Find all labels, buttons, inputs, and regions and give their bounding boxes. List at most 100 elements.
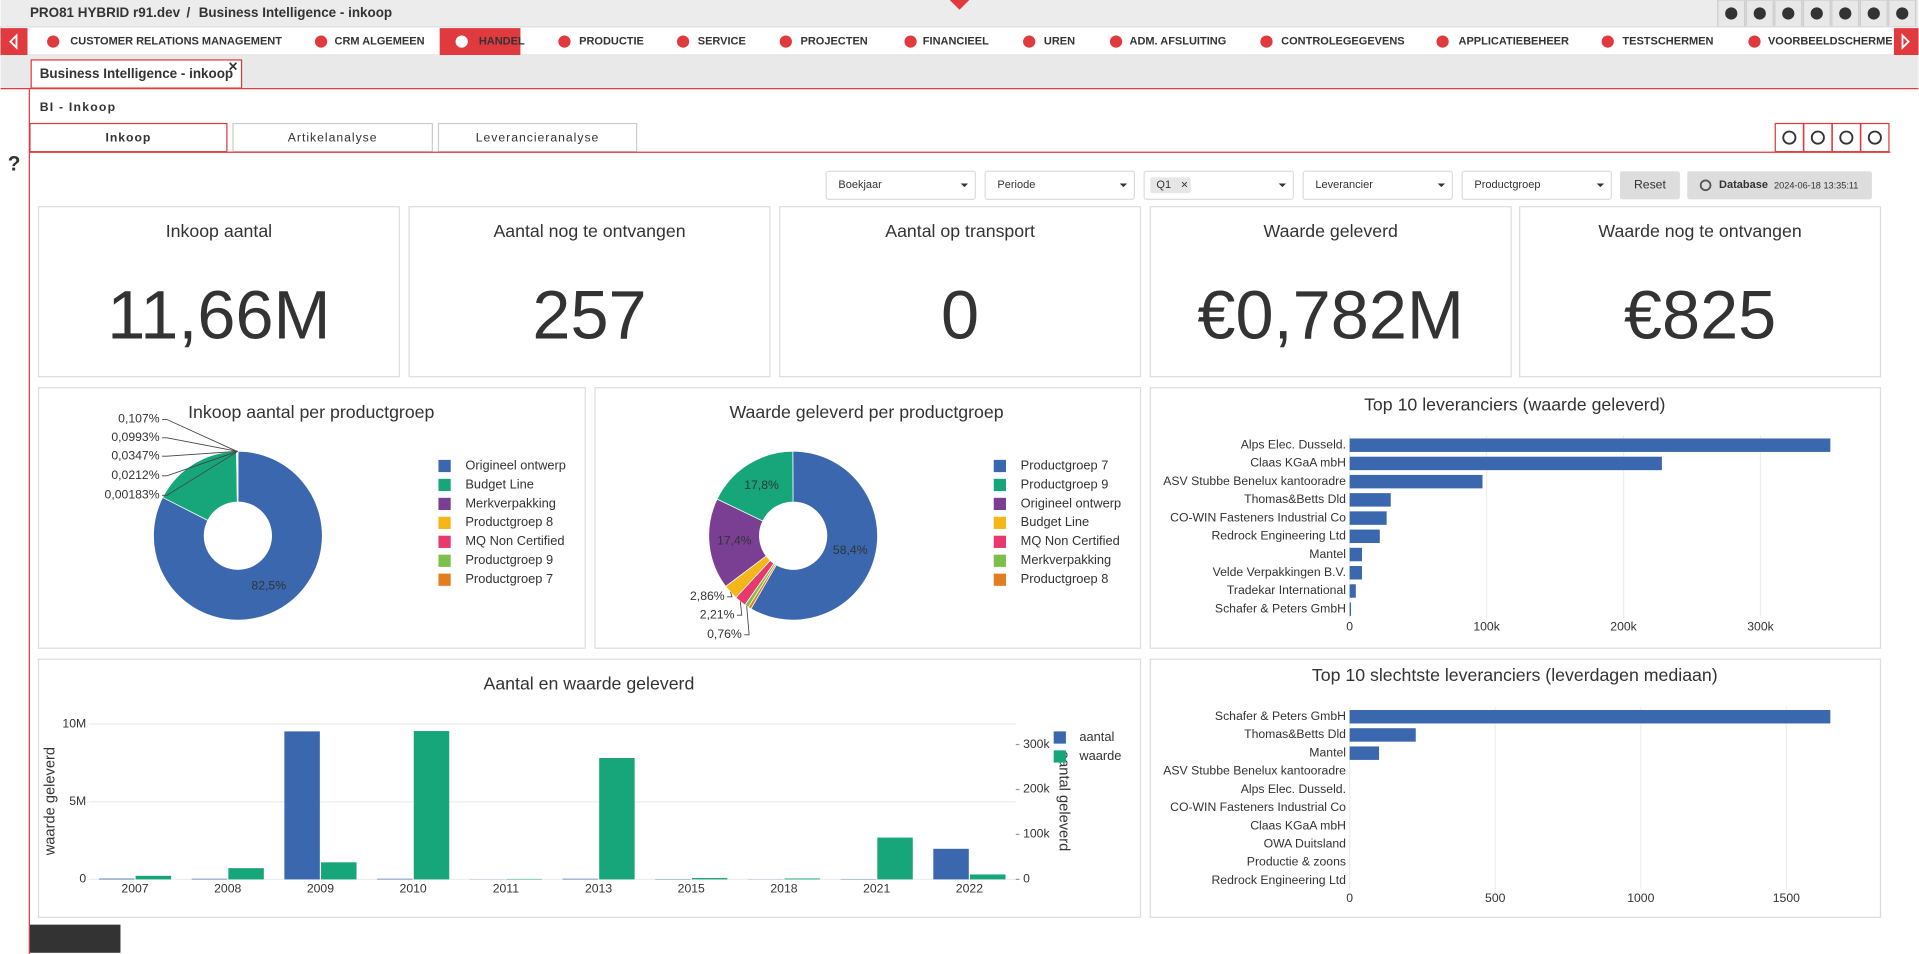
- reset-button[interactable]: [1619, 171, 1680, 200]
- nav-item[interactable]: PROJECTEN: [801, 35, 868, 47]
- pie-value-label: 2,86%: [690, 589, 725, 603]
- nav-item[interactable]: APPLICATIEBEHEER: [1459, 35, 1569, 47]
- y2-tick-label: 100k: [1023, 827, 1050, 841]
- panel-button-icon: [1839, 130, 1854, 145]
- filter-dropdown[interactable]: [984, 170, 1136, 200]
- dropdown-caret: [1278, 183, 1287, 188]
- kpi-value: 11,66M: [107, 277, 330, 354]
- chart-title: Inkoop aantal per productgroep: [188, 402, 434, 422]
- nav-next[interactable]: [1893, 28, 1919, 56]
- panel-button[interactable]: [1860, 122, 1890, 153]
- y-tick-label: 10M: [62, 716, 86, 730]
- x-tick-label: 2022: [956, 881, 983, 895]
- filter-chip-remove[interactable]: ×: [1181, 178, 1188, 192]
- chart-panel: [1149, 387, 1882, 649]
- nav-icon: [1436, 35, 1449, 48]
- nav-item[interactable]: SERVICE: [698, 35, 746, 47]
- bar: [562, 878, 598, 880]
- filter-chip-label: Q1: [1156, 179, 1171, 191]
- database-timestamp: 2024-06-18 13:35:11: [1774, 180, 1858, 190]
- bar: [784, 878, 821, 880]
- x-tick-label: 100k: [1473, 620, 1500, 634]
- leader-line: [727, 592, 733, 598]
- filter-dropdown[interactable]: [1302, 170, 1454, 200]
- x-tick-label: 2010: [400, 881, 427, 895]
- nav-item[interactable]: FINANCIEEL: [923, 35, 989, 47]
- nav-icon: [314, 35, 328, 48]
- toolbar-icon: [1867, 7, 1880, 20]
- legend-label: Budget Line: [1021, 514, 1089, 529]
- nav-item[interactable]: CUSTOMER RELATIONS MANAGEMENT: [70, 35, 282, 47]
- legend-label: Origineel ontwerp: [1021, 495, 1122, 510]
- subtab[interactable]: [437, 122, 638, 153]
- kpi-card: [37, 206, 400, 378]
- subtab-label: Inkoop: [105, 130, 151, 144]
- nav-prev-icon: [9, 33, 18, 50]
- bar: [1349, 529, 1380, 544]
- panel-button-icon: [1810, 130, 1825, 145]
- filter-placeholder: Leverancier: [1315, 179, 1373, 191]
- panel-button[interactable]: [1831, 122, 1862, 153]
- nav-item[interactable]: CONTROLEGEGEVENS: [1281, 35, 1404, 47]
- open-tab[interactable]: [30, 59, 243, 89]
- legend-swatch: [993, 459, 1006, 473]
- y-tick-label: Redrock Engineering Ltd: [1211, 529, 1346, 543]
- bar: [1349, 709, 1831, 724]
- nav-icon: [47, 35, 60, 48]
- pie-value-label: 0,00183%: [105, 488, 160, 502]
- y-tick-label: 0: [79, 872, 86, 886]
- nav-icon: [904, 35, 917, 48]
- nav-item[interactable]: HANDEL: [479, 35, 525, 47]
- x-tick-label: 1500: [1773, 891, 1800, 905]
- nav-item[interactable]: ADM. AFSLUITING: [1130, 35, 1227, 47]
- subtab[interactable]: [29, 122, 228, 153]
- kpi-value: €825: [1624, 277, 1776, 354]
- nav-item[interactable]: VOORBEELDSCHERME: [1768, 35, 1893, 47]
- pie-slice: [747, 563, 777, 610]
- panel-button[interactable]: [1774, 122, 1805, 153]
- nav-item[interactable]: PRODUCTIE: [579, 35, 644, 47]
- database-button[interactable]: [1687, 171, 1872, 200]
- filter-dropdown[interactable]: [825, 170, 977, 200]
- legend-swatch: [1053, 750, 1066, 763]
- legend-label: Merkverpakking: [1021, 552, 1112, 567]
- filter-placeholder: Periode: [997, 179, 1035, 191]
- panel-button-icon: [1782, 130, 1797, 145]
- y-tick-label: OWA Duitsland: [1264, 837, 1347, 851]
- y-tick-label: Claas KGaA mbH: [1250, 456, 1346, 470]
- x-tick-label: 2011: [493, 881, 519, 895]
- filter-dropdown[interactable]: [1461, 170, 1613, 200]
- legend-swatch: [993, 497, 1006, 511]
- y-tick-label: 5M: [69, 794, 86, 808]
- y-tick-label: Alps Elec. Dusseld.: [1241, 437, 1346, 451]
- y-tick-label: Tradekar International: [1227, 583, 1346, 597]
- chart-title: Top 10 leveranciers (waarde geleverd): [1364, 395, 1665, 415]
- x-tick-label: 2008: [214, 881, 241, 895]
- x-tick-label: 2021: [863, 881, 890, 895]
- legend-swatch: [438, 478, 451, 492]
- menu-indicator: [949, 0, 970, 10]
- bar: [1349, 474, 1483, 489]
- bar: [321, 862, 357, 880]
- y-tick-label: Claas KGaA mbH: [1250, 818, 1346, 832]
- panel-button[interactable]: [1803, 122, 1833, 153]
- kpi-title: Aantal nog te ontvangen: [493, 221, 685, 241]
- open-tab-close[interactable]: ×: [228, 58, 237, 75]
- nav-item[interactable]: CRM ALGEMEEN: [335, 35, 425, 47]
- x-tick-label: 2013: [585, 881, 612, 895]
- y-tick-label: Thomas&Betts Dld: [1244, 727, 1346, 741]
- enter-button[interactable]: [29, 924, 121, 953]
- nav-item[interactable]: TESTSCHERMEN: [1622, 35, 1713, 47]
- pie-slice: [153, 450, 323, 621]
- bar: [135, 875, 172, 880]
- nav-item[interactable]: UREN: [1044, 35, 1075, 47]
- help-icon[interactable]: ?: [8, 153, 21, 176]
- y-tick-label: Schafer & Peters GmbH: [1215, 601, 1346, 615]
- bar: [1349, 728, 1416, 742]
- legend-swatch: [438, 497, 451, 511]
- bar: [1349, 456, 1662, 471]
- legend-label: Productgroep 8: [1021, 571, 1109, 586]
- y-tick-label: Schafer & Peters GmbH: [1215, 709, 1346, 723]
- bar: [1349, 746, 1380, 760]
- nav-prev[interactable]: [0, 28, 28, 56]
